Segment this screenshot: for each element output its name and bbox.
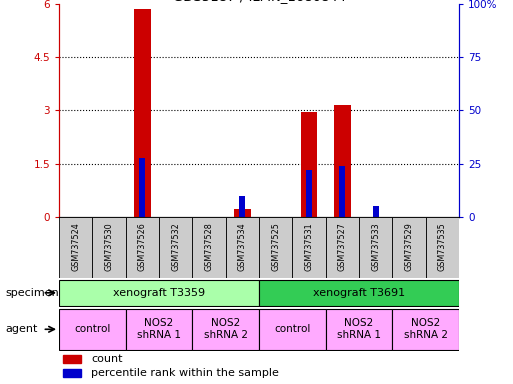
Text: GSM737526: GSM737526 [138,222,147,271]
Text: agent: agent [5,324,37,334]
Text: percentile rank within the sample: percentile rank within the sample [91,368,279,378]
Text: xenograft T3691: xenograft T3691 [313,288,405,298]
Bar [373,206,379,217]
Bar [192,309,259,349]
Bar [63,369,81,377]
Bar [92,217,126,278]
Bar [259,309,326,349]
Bar [126,217,159,278]
Bar [234,209,251,217]
Text: count: count [91,354,123,364]
Bar [326,217,359,278]
Title: GDS5187 / ILMN_1680844: GDS5187 / ILMN_1680844 [172,0,346,3]
Text: GSM737533: GSM737533 [371,222,380,271]
Text: NOS2
shRNA 2: NOS2 shRNA 2 [204,318,248,340]
Text: GSM737532: GSM737532 [171,222,180,271]
Bar [59,217,92,278]
Text: GSM737527: GSM737527 [338,222,347,271]
Text: GSM737524: GSM737524 [71,222,80,271]
Bar [240,196,245,217]
Text: control: control [74,324,110,334]
Bar [192,217,226,278]
Bar [359,217,392,278]
Bar [59,280,259,306]
Text: control: control [274,324,310,334]
Text: specimen: specimen [5,288,59,298]
Bar [334,105,351,217]
Bar [126,309,192,349]
Text: GSM737525: GSM737525 [271,222,280,271]
Bar [63,355,81,363]
Bar [292,217,326,278]
Bar [59,309,126,349]
Bar [140,158,145,217]
Bar [259,280,459,306]
Bar [426,217,459,278]
Bar [392,309,459,349]
Text: GSM737530: GSM737530 [105,222,113,271]
Text: GSM737528: GSM737528 [205,222,213,271]
Text: GSM737535: GSM737535 [438,222,447,271]
Text: GSM737531: GSM737531 [305,222,313,271]
Bar [159,217,192,278]
Bar [392,217,426,278]
Bar [259,217,292,278]
Bar [226,217,259,278]
Bar [301,112,318,217]
Bar [340,166,345,217]
Text: xenograft T3359: xenograft T3359 [113,288,205,298]
Text: NOS2
shRNA 1: NOS2 shRNA 1 [337,318,381,340]
Bar [134,9,151,217]
Bar [326,309,392,349]
Bar [306,170,312,217]
Text: NOS2
shRNA 1: NOS2 shRNA 1 [137,318,181,340]
Text: GSM737529: GSM737529 [405,222,413,271]
Text: GSM737534: GSM737534 [238,222,247,271]
Text: NOS2
shRNA 2: NOS2 shRNA 2 [404,318,448,340]
